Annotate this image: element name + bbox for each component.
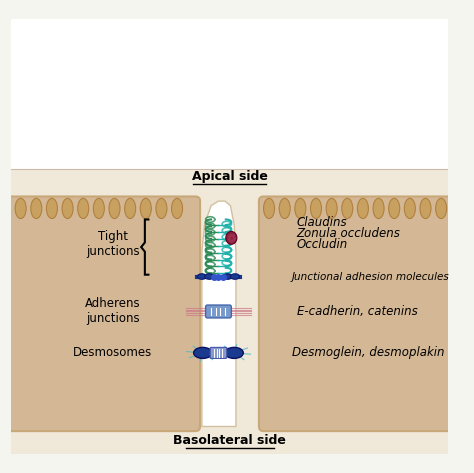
Ellipse shape <box>264 198 274 219</box>
Ellipse shape <box>78 198 89 219</box>
Ellipse shape <box>342 198 353 219</box>
FancyBboxPatch shape <box>7 196 200 431</box>
Ellipse shape <box>436 198 447 219</box>
Polygon shape <box>202 201 236 427</box>
Text: Zonula occludens: Zonula occludens <box>297 227 401 240</box>
Ellipse shape <box>197 274 207 279</box>
Ellipse shape <box>225 347 243 359</box>
Ellipse shape <box>156 198 167 219</box>
FancyBboxPatch shape <box>11 19 447 169</box>
Text: Desmoglein, desmoplakin: Desmoglein, desmoplakin <box>292 346 445 359</box>
Ellipse shape <box>295 198 306 219</box>
Ellipse shape <box>62 198 73 219</box>
Ellipse shape <box>172 198 182 219</box>
Ellipse shape <box>357 198 368 219</box>
Ellipse shape <box>15 198 26 219</box>
Ellipse shape <box>93 198 104 219</box>
Ellipse shape <box>125 198 136 219</box>
Ellipse shape <box>205 274 214 279</box>
Text: Claudins: Claudins <box>297 216 347 229</box>
FancyBboxPatch shape <box>206 305 231 318</box>
Ellipse shape <box>279 198 290 219</box>
Text: Apical side: Apical side <box>191 170 267 183</box>
Ellipse shape <box>404 198 415 219</box>
FancyBboxPatch shape <box>259 196 452 431</box>
Text: Tight
junctions: Tight junctions <box>86 230 139 258</box>
Text: Occludin: Occludin <box>297 238 348 251</box>
Ellipse shape <box>140 198 151 219</box>
Ellipse shape <box>31 198 42 219</box>
Text: Junctional adhesion molecules: Junctional adhesion molecules <box>292 272 450 281</box>
Ellipse shape <box>223 274 232 279</box>
Ellipse shape <box>46 198 57 219</box>
Ellipse shape <box>226 231 237 245</box>
Text: E-cadherin, catenins: E-cadherin, catenins <box>297 305 418 318</box>
Text: Basolateral side: Basolateral side <box>173 434 286 447</box>
Ellipse shape <box>389 198 400 219</box>
Ellipse shape <box>109 198 120 219</box>
Text: Adherens
junctions: Adherens junctions <box>85 298 140 325</box>
Ellipse shape <box>326 198 337 219</box>
FancyBboxPatch shape <box>210 347 227 359</box>
FancyBboxPatch shape <box>11 169 447 454</box>
Text: Journal
Preproof: Journal Preproof <box>6 263 109 351</box>
Ellipse shape <box>373 198 384 219</box>
Ellipse shape <box>420 198 431 219</box>
Ellipse shape <box>193 347 212 359</box>
Ellipse shape <box>230 274 240 279</box>
Text: Desmosomes: Desmosomes <box>73 346 152 359</box>
Ellipse shape <box>310 198 321 219</box>
